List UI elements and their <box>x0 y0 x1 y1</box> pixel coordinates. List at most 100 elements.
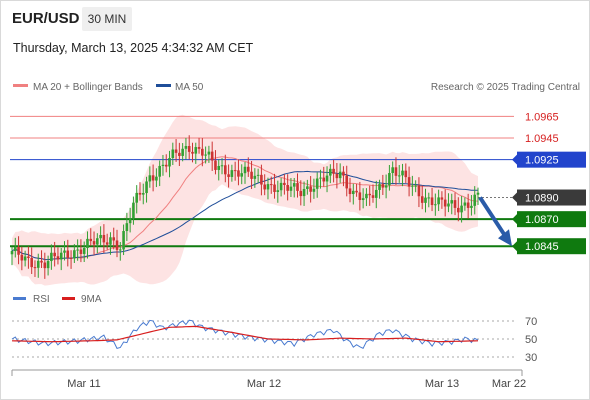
candle-body <box>414 185 417 187</box>
candle-body <box>102 234 106 243</box>
candle-body <box>289 186 293 191</box>
candle-body <box>345 175 349 189</box>
candle-body <box>286 184 289 191</box>
level-tag-pointer-1.0870 <box>512 214 517 225</box>
candle-body <box>470 205 473 208</box>
candle-body <box>420 196 424 203</box>
candle-body <box>217 165 221 170</box>
candle-body <box>250 171 253 179</box>
candle-body <box>269 184 273 186</box>
legend-rsi-label: RSI <box>33 294 50 305</box>
candle-body <box>361 198 365 201</box>
candle-body <box>20 254 24 261</box>
timeframe-button[interactable]: 30 MIN <box>82 7 132 31</box>
candle-body <box>437 197 440 205</box>
candle-body <box>89 238 93 242</box>
candle-body <box>342 171 345 176</box>
candle-body <box>404 170 408 178</box>
candle-body <box>13 247 17 252</box>
candle-body <box>56 256 60 260</box>
candle-body <box>430 197 434 206</box>
time-axis: Mar 11 Mar 12 Mar 13 Mar 22 <box>11 369 526 390</box>
candle-body <box>473 194 477 206</box>
candle-body <box>391 167 394 174</box>
candle-body <box>427 197 431 199</box>
rsi-tick-50: 50 <box>525 334 537 346</box>
candle-body <box>164 164 168 167</box>
candle-body <box>181 148 184 156</box>
candle-body <box>253 175 257 179</box>
candle-body <box>237 170 240 177</box>
candle-body <box>463 202 467 206</box>
candle-body <box>115 240 119 250</box>
candle-body <box>36 260 40 268</box>
candle-body <box>450 200 454 204</box>
candle-body <box>329 168 332 176</box>
candle-body <box>424 197 427 203</box>
level-label-1.0870: 1.0870 <box>525 214 559 226</box>
candle-body <box>256 174 260 176</box>
candle-body <box>214 160 217 170</box>
candle-body <box>397 175 401 177</box>
candle-body <box>335 173 339 179</box>
level-tag-1.0925 <box>517 151 586 168</box>
level-tag-pointer-1.0890 <box>512 192 517 203</box>
rsi-panel: 70 50 30 <box>11 316 537 364</box>
candle-body <box>447 203 450 207</box>
candle-body <box>59 252 63 260</box>
candle-body <box>381 184 385 188</box>
candle-body <box>138 192 142 195</box>
symbol-title: EUR/USD <box>12 10 80 27</box>
candle-body <box>141 193 145 195</box>
candle-body <box>86 238 89 248</box>
candle-body <box>132 202 135 218</box>
candle-body <box>10 251 14 255</box>
candle-body <box>299 190 303 197</box>
candle-body <box>384 185 388 188</box>
candle-body <box>279 182 283 191</box>
candle-body <box>125 223 129 232</box>
candle-body <box>315 178 319 189</box>
candles <box>10 135 480 279</box>
candle-body <box>135 192 139 203</box>
candle-body <box>401 170 404 176</box>
candle-body <box>50 252 53 262</box>
candle-body <box>466 202 470 208</box>
legend-9ma-label: 9MA <box>81 294 102 305</box>
projection-arrow <box>478 196 512 247</box>
candle-body <box>374 189 378 198</box>
x-tick-label: Mar 11 <box>67 378 100 390</box>
rsi-9ma-line <box>11 325 479 343</box>
candle-body <box>201 148 204 156</box>
candle-body <box>407 177 411 187</box>
level-tag-1.0870 <box>517 211 586 228</box>
candle-body <box>174 149 178 153</box>
rsi-tick-30: 30 <box>525 352 537 364</box>
candle-body <box>168 158 171 167</box>
candle-body <box>30 257 33 268</box>
candle-body <box>227 174 230 177</box>
candle-body <box>76 249 79 251</box>
candle-body <box>155 176 158 181</box>
candle-body <box>191 151 194 154</box>
candle-body <box>17 247 20 255</box>
ma50-line <box>11 170 479 261</box>
timestamp: Thursday, March 13, 2025 4:34:32 AM CET <box>13 41 254 55</box>
candle-body <box>171 149 175 159</box>
candle-body <box>296 183 299 191</box>
level-label-1.0925: 1.0925 <box>525 155 559 167</box>
candle-body <box>178 152 181 156</box>
candle-body <box>197 147 201 149</box>
price-labels: 1.0965 1.0945 1.0925 1.0890 1.0870 1.0845 <box>512 111 586 255</box>
candle-body <box>476 192 480 195</box>
candle-body <box>246 166 250 172</box>
candle-body <box>355 190 358 193</box>
bollinger-band <box>12 114 478 286</box>
candle-body <box>145 181 148 194</box>
level-tag-1.0845 <box>517 238 586 255</box>
projection-arrow-head <box>498 229 512 247</box>
candle-body <box>69 257 73 259</box>
candle-body <box>292 183 296 187</box>
candle-body <box>40 260 43 263</box>
